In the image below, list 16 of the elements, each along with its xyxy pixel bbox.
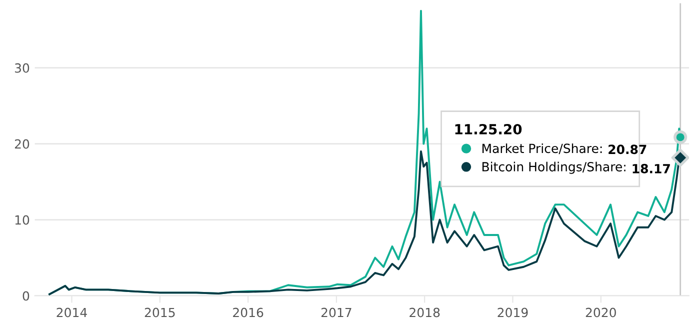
x-tick-label: 2019 xyxy=(498,308,528,318)
x-tick-label: 2017 xyxy=(321,308,352,318)
legend-title: 11.25.20 xyxy=(455,124,522,134)
x-tick-label: 2016 xyxy=(233,308,264,318)
y-tick-label: 0 xyxy=(22,291,30,301)
x-tick-label: 2020 xyxy=(586,308,616,318)
legend-label: Market Price/Share: xyxy=(482,143,602,154)
annotation: 18.17 xyxy=(632,164,670,174)
y-tick-label: 20 xyxy=(14,139,30,149)
x-tick-label: 2018 xyxy=(410,308,440,318)
y-tick-label: 30 xyxy=(14,63,30,73)
x-tick-label: 2015 xyxy=(144,308,175,318)
annotation: 20.87 xyxy=(608,144,646,154)
x-tick-label: 2014 xyxy=(56,308,87,318)
y-tick-label: 10 xyxy=(15,215,30,225)
legend-label: Bitcoin Holdings/Share: xyxy=(482,162,626,174)
